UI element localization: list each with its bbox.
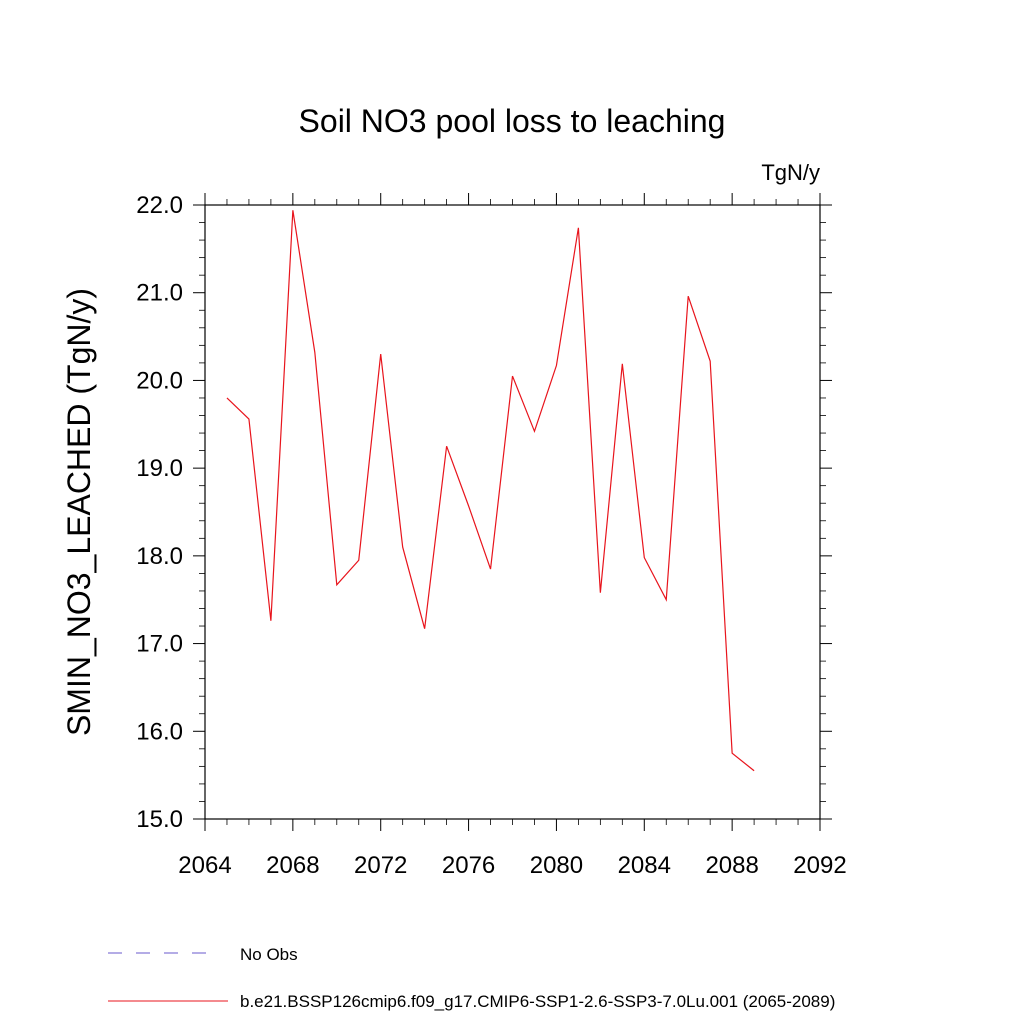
x-tick-label: 2092 [793,852,846,879]
y-tick-label: 18.0 [136,543,183,570]
series-line-0 [226,210,755,772]
y-axis-label: SMIN_NO3_LEACHED (TgN/y) [61,288,97,736]
legend: No Obs b.e21.BSSP126cmip6.f09_g17.CMIP6-… [108,945,835,1011]
x-tick-label: 2064 [178,852,231,879]
x-tick-label: 2076 [442,852,495,879]
x-tick-label: 2068 [266,852,319,879]
y-tick-label: 22.0 [136,192,183,219]
x-tick-label: 2084 [618,852,671,879]
units-label: TgN/y [761,160,820,185]
y-tick-label: 20.0 [136,367,183,394]
plot-frame [204,204,821,820]
y-ticks: 15.0 16.0 17.0 18.0 19.0 20.0 21.0 22.0 [136,192,832,833]
series-layer [226,210,755,772]
x-tick-label: 2072 [354,852,407,879]
chart-title: Soil NO3 pool loss to leaching [299,103,726,139]
y-tick-label: 17.0 [136,631,183,658]
x-tick-label: 2088 [705,852,758,879]
legend-label-no-obs: No Obs [240,945,298,964]
y-tick-label: 19.0 [136,455,183,482]
y-tick-label: 15.0 [136,806,183,833]
x-ticks: 2064 2068 2072 2076 2080 2084 2088 2092 [178,193,847,879]
y-tick-label: 16.0 [136,718,183,745]
x-tick-label: 2080 [530,852,583,879]
y-tick-label: 21.0 [136,280,183,307]
legend-label-model: b.e21.BSSP126cmip6.f09_g17.CMIP6-SSP1-2.… [240,992,835,1011]
axes [204,204,821,820]
